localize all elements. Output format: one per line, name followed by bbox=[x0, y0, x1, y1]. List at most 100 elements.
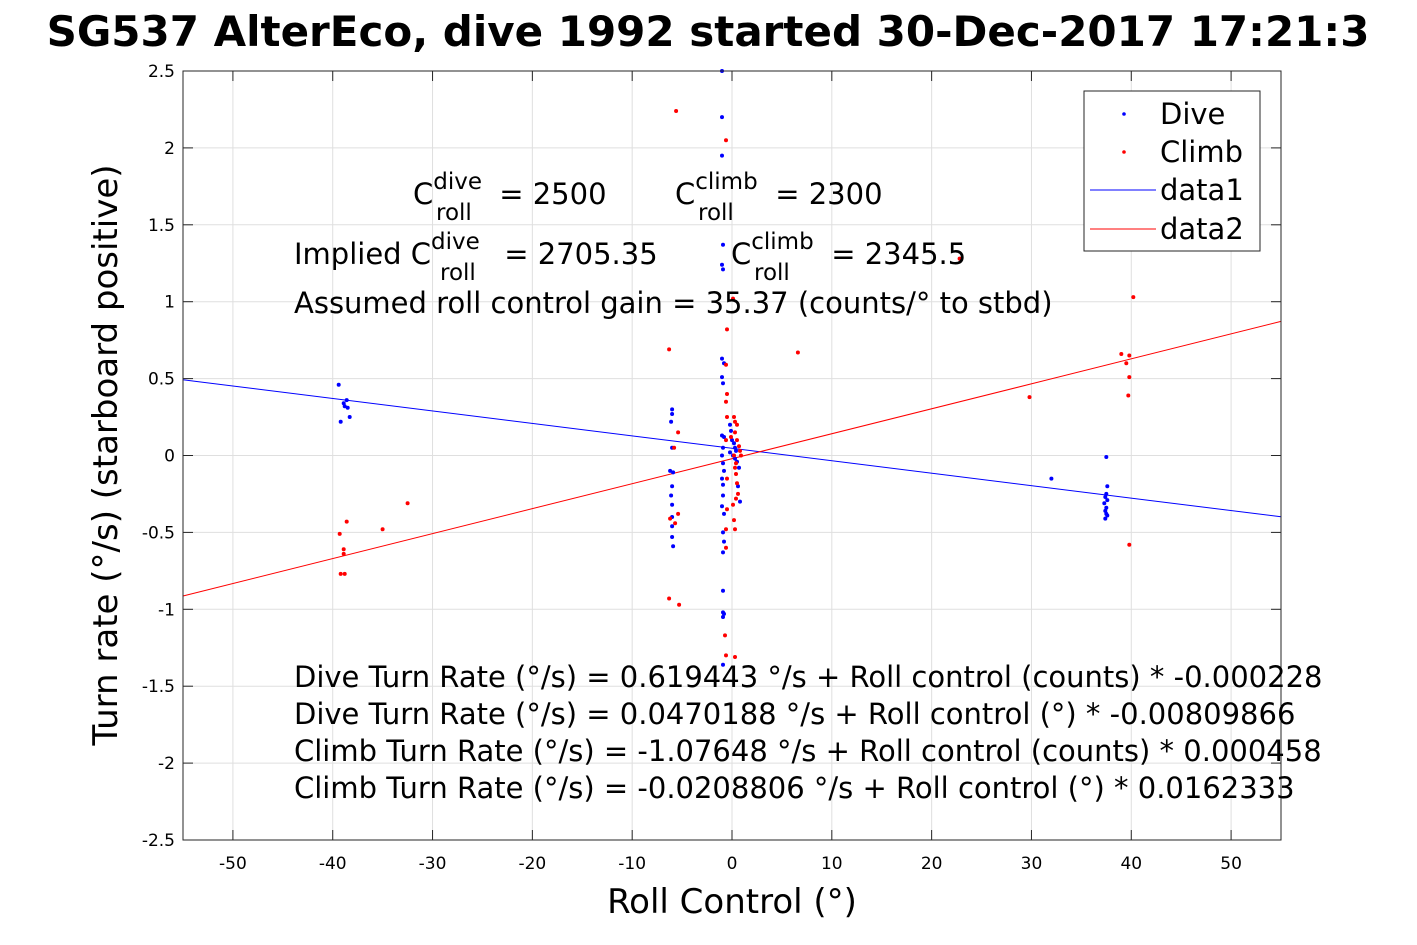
point-climb bbox=[729, 435, 733, 439]
point-dive bbox=[728, 450, 732, 455]
point-climb bbox=[734, 496, 738, 501]
point-dive bbox=[670, 524, 675, 529]
implied-dive-annotation: Implied Cdive roll = 2705.35 bbox=[294, 229, 658, 286]
point-climb bbox=[957, 256, 962, 261]
y-axis-label: Turn rate (°/s) (starboard positive) bbox=[86, 164, 126, 746]
y-tick-label: 2.5 bbox=[148, 62, 175, 82]
point-dive bbox=[720, 115, 724, 120]
x-tick-label: -40 bbox=[319, 854, 347, 874]
point-climb bbox=[344, 519, 349, 524]
x-tick-label: -10 bbox=[618, 854, 646, 874]
legend-dive-label: Dive bbox=[1160, 97, 1225, 131]
point-climb bbox=[731, 296, 735, 301]
point-dive bbox=[734, 448, 738, 453]
y-tick-label: -2 bbox=[158, 754, 175, 774]
legend-data2-label: data2 bbox=[1160, 212, 1244, 246]
point-climb bbox=[732, 415, 736, 419]
point-climb bbox=[734, 472, 738, 476]
point-climb bbox=[341, 551, 346, 556]
implied-climb-annotation: Cclimb roll = 2345.5 bbox=[731, 229, 966, 286]
legend-box bbox=[1083, 90, 1261, 252]
point-dive bbox=[736, 484, 740, 489]
x-tick-label: 50 bbox=[1220, 854, 1242, 874]
point-climb bbox=[1127, 542, 1132, 547]
point-climb bbox=[734, 461, 738, 466]
point-dive bbox=[720, 356, 724, 361]
point-climb bbox=[380, 527, 385, 532]
point-climb bbox=[732, 453, 736, 458]
point-climb bbox=[676, 430, 681, 435]
x-tick-label: 30 bbox=[1021, 854, 1043, 874]
point-dive bbox=[341, 401, 346, 406]
point-climb bbox=[405, 501, 410, 506]
point-climb bbox=[725, 476, 729, 481]
point-climb bbox=[733, 419, 737, 424]
point-climb bbox=[724, 545, 728, 550]
point-dive bbox=[721, 615, 725, 619]
dive-equation-counts: Dive Turn Rate (°/s) = 0.619443 °/s + Ro… bbox=[294, 660, 1322, 694]
point-dive bbox=[733, 445, 737, 450]
point-climb bbox=[342, 571, 347, 576]
y-tick-label: 1 bbox=[164, 293, 175, 313]
point-dive bbox=[668, 468, 673, 473]
point-climb bbox=[341, 547, 346, 552]
point-climb bbox=[337, 531, 342, 536]
point-dive bbox=[1104, 455, 1109, 459]
point-climb bbox=[667, 596, 672, 601]
point-climb bbox=[673, 521, 678, 526]
x-tick-label: -20 bbox=[518, 854, 546, 874]
point-climb bbox=[724, 399, 728, 404]
point-dive bbox=[671, 544, 676, 549]
point-climb bbox=[677, 602, 682, 607]
point-climb bbox=[667, 347, 672, 352]
point-dive bbox=[336, 382, 341, 387]
point-climb bbox=[733, 465, 737, 470]
point-dive bbox=[722, 511, 726, 516]
point-climb bbox=[795, 350, 800, 355]
point-dive bbox=[1103, 495, 1108, 499]
point-dive bbox=[721, 662, 725, 667]
point-dive bbox=[669, 419, 674, 424]
point-climb bbox=[724, 653, 728, 658]
point-dive bbox=[722, 435, 726, 439]
data-points bbox=[336, 69, 1136, 667]
point-dive bbox=[722, 468, 726, 473]
point-dive bbox=[342, 404, 347, 409]
point-dive bbox=[669, 493, 674, 498]
point-climb bbox=[735, 481, 739, 486]
point-climb bbox=[668, 516, 673, 521]
point-dive bbox=[721, 550, 725, 555]
point-dive bbox=[670, 535, 675, 539]
point-dive bbox=[670, 484, 675, 489]
point-climb bbox=[672, 445, 677, 450]
y-tick-label: 2 bbox=[164, 139, 175, 159]
point-climb bbox=[739, 453, 743, 458]
c-roll-dive-annotation: Cdive roll = 2500 bbox=[413, 169, 607, 226]
point-climb bbox=[738, 448, 742, 453]
point-dive bbox=[1105, 498, 1110, 503]
point-dive bbox=[721, 530, 725, 535]
y-tick-label: -2.5 bbox=[142, 831, 175, 851]
x-tick-label: 0 bbox=[727, 854, 738, 874]
point-dive bbox=[720, 476, 724, 481]
y-axis: -2.5 -2 -1.5 -1 -0.5 0 0.5 1 1.5 2 2.5 bbox=[142, 62, 1281, 851]
point-dive bbox=[1049, 476, 1054, 481]
point-climb bbox=[725, 327, 729, 332]
point-climb bbox=[735, 438, 739, 443]
point-dive bbox=[720, 153, 724, 158]
point-dive bbox=[732, 441, 736, 446]
point-dive bbox=[338, 419, 343, 424]
point-dive bbox=[720, 504, 724, 509]
point-climb bbox=[1131, 295, 1136, 300]
point-dive bbox=[721, 493, 725, 498]
point-dive bbox=[721, 482, 725, 487]
x-tick-label: -50 bbox=[219, 854, 247, 874]
point-climb bbox=[1027, 395, 1032, 400]
fit-line-data1 bbox=[182, 379, 1282, 518]
point-dive bbox=[720, 453, 724, 458]
point-dive bbox=[721, 588, 725, 593]
point-climb bbox=[674, 109, 679, 113]
point-climb bbox=[676, 511, 681, 516]
legend-data1-label: data1 bbox=[1160, 173, 1244, 207]
